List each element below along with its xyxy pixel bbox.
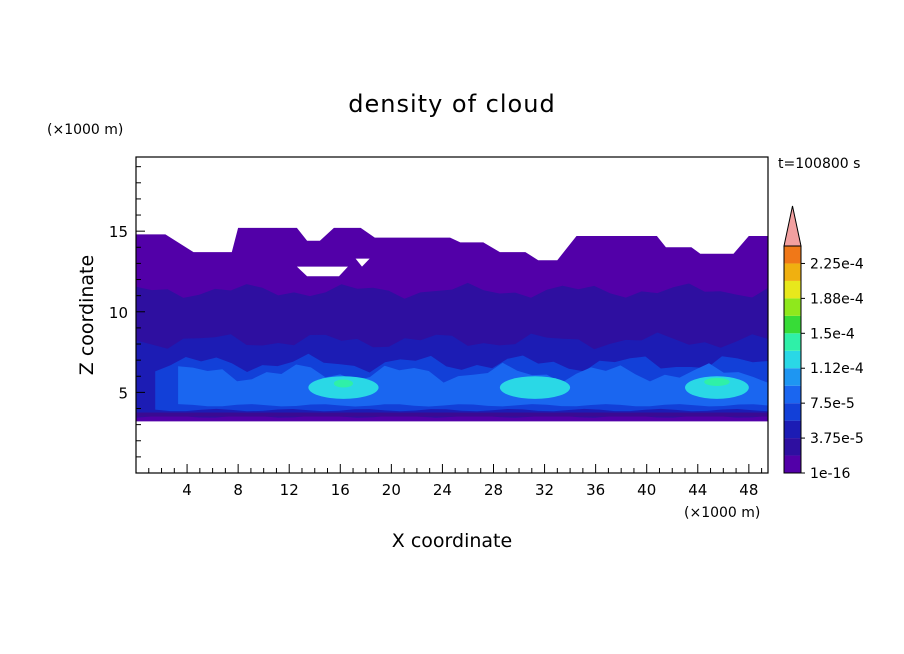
colorbar-bin	[784, 350, 801, 369]
colorbar-bin	[784, 368, 801, 386]
time-label: t=100800 s	[778, 156, 860, 172]
plot-frame	[135, 156, 769, 474]
colorbar-overflow-arrow	[783, 205, 802, 247]
colorbar-bin	[784, 455, 801, 473]
x-tick-label: 36	[586, 481, 605, 499]
colorbar: 1e-16 3.75e-5 7.5e-5 1.12e-4 1.5e-4 1.88e-4 2.…	[783, 205, 864, 482]
x-tick-label: 48	[739, 481, 758, 499]
colorbar-label: 1.88e-4	[810, 291, 864, 307]
colorbar-bin	[784, 246, 801, 264]
contour-field	[136, 227, 768, 422]
colorbar-label: 1.12e-4	[810, 361, 864, 377]
colorbar-bin	[784, 385, 801, 404]
colorbar-bin	[784, 298, 801, 316]
chart-title: density of cloud	[348, 90, 555, 118]
x-tick-label: 32	[535, 481, 554, 499]
x-tick-label: 4	[182, 481, 192, 499]
x-tick-label: 44	[688, 481, 707, 499]
colorbar-bin	[784, 280, 801, 299]
y-tick-label: 10	[109, 304, 128, 322]
x-tick-label: 28	[484, 481, 503, 499]
colorbar-label: 1.5e-4	[810, 326, 855, 342]
x-tick-label: 24	[433, 481, 452, 499]
contour-gap	[296, 266, 348, 277]
colorbar-label: 1e-16	[810, 466, 850, 482]
x-axis-unit: (×1000 m)	[684, 505, 760, 521]
colorbar-bin	[784, 315, 801, 334]
x-tick-label: 16	[331, 481, 350, 499]
x-axis-label: X coordinate	[392, 530, 512, 552]
y-axis: 5 10 15	[109, 166, 145, 458]
colorbar-label: 7.5e-5	[810, 396, 855, 412]
y-tick-label: 15	[109, 223, 128, 241]
contour-peak-2	[704, 377, 730, 386]
contour-core-3	[685, 376, 749, 399]
y-axis-label: Z coordinate	[76, 255, 98, 375]
contour-core-2	[499, 376, 571, 399]
colorbar-bin	[784, 263, 801, 281]
y-tick-label: 5	[118, 384, 128, 402]
colorbar-label: 3.75e-5	[810, 431, 864, 447]
contour-peak-1	[333, 379, 354, 388]
colorbar-bin	[784, 403, 801, 421]
colorbar-bin	[784, 420, 801, 439]
contour-gap	[355, 258, 370, 267]
x-tick-label: 20	[382, 481, 401, 499]
x-axis: 4 8 12 16 20 24 28 32 36 40 44 48	[148, 464, 763, 499]
x-tick-label: 40	[637, 481, 656, 499]
x-tick-label: 8	[233, 481, 243, 499]
y-axis-unit: (×1000 m)	[47, 122, 123, 138]
colorbar-bin	[784, 438, 801, 456]
colorbar-label: 2.25e-4	[810, 256, 864, 272]
x-tick-label: 12	[280, 481, 299, 499]
contour-base-line	[136, 412, 768, 417]
colorbar-bin	[784, 333, 801, 351]
